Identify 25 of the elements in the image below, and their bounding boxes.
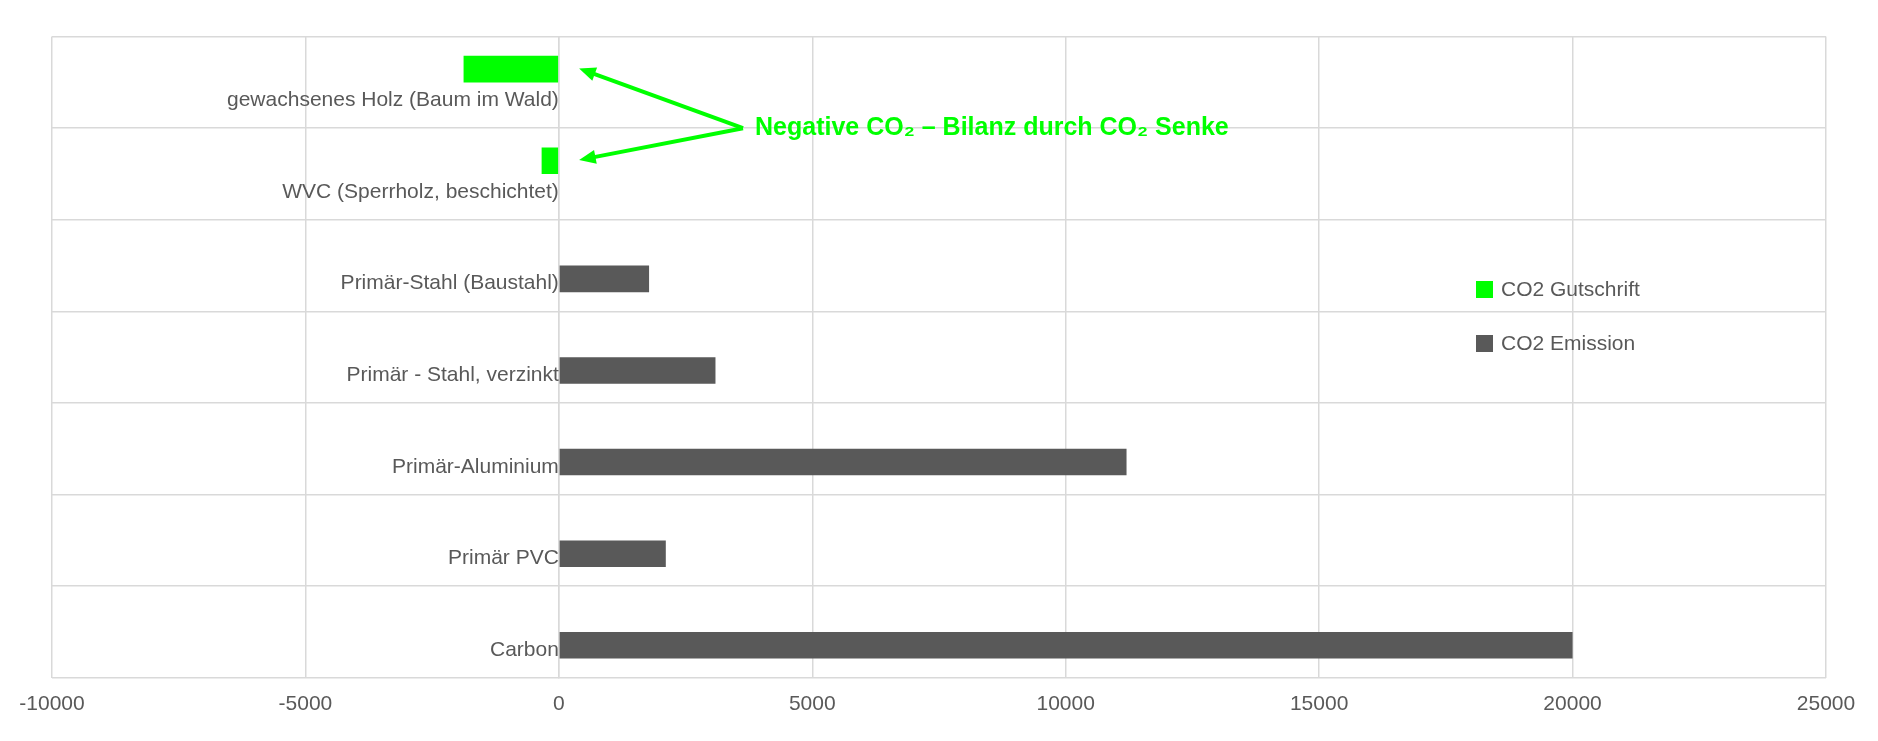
x-tick-label: -5000: [278, 691, 333, 715]
y-tick-label: Primär - Stahl, verzinkt: [346, 362, 560, 385]
y-tick-label: WVC (Sperrholz, beschichtet): [282, 178, 559, 202]
x-tick-label: 10000: [1036, 691, 1095, 715]
annotation: Negative CO₂ – Bilanz durch CO₂ Senke: [755, 112, 1229, 141]
bar: [463, 55, 559, 83]
x-tick-label: 15000: [1289, 691, 1349, 715]
y-tick-label: Primär-Stahl (Baustahl): [340, 270, 559, 294]
y-tick-label: Primär PVC: [448, 545, 559, 569]
bar: [559, 632, 1573, 659]
x-tick-label: 20000: [1543, 691, 1602, 715]
bar: [559, 448, 1127, 476]
x-tick-label: -10000: [19, 691, 85, 715]
x-tick-label: 0: [553, 691, 565, 715]
y-tick-label: gewachsenes Holz (Baum im Wald): [227, 87, 559, 111]
y-tick-label: Carbon: [489, 636, 559, 660]
x-tick-label: 25000: [1796, 691, 1856, 715]
bar: [541, 147, 559, 174]
legend-label: CO2 Emission: [1501, 331, 1636, 356]
bar: [559, 265, 650, 293]
bar: [559, 540, 666, 567]
bar: [559, 357, 716, 384]
legend-label: CO2 Gutschrift: [1501, 277, 1640, 302]
y-tick-label: Primär-Aluminium: [392, 453, 559, 477]
x-tick-label: 5000: [788, 691, 836, 715]
